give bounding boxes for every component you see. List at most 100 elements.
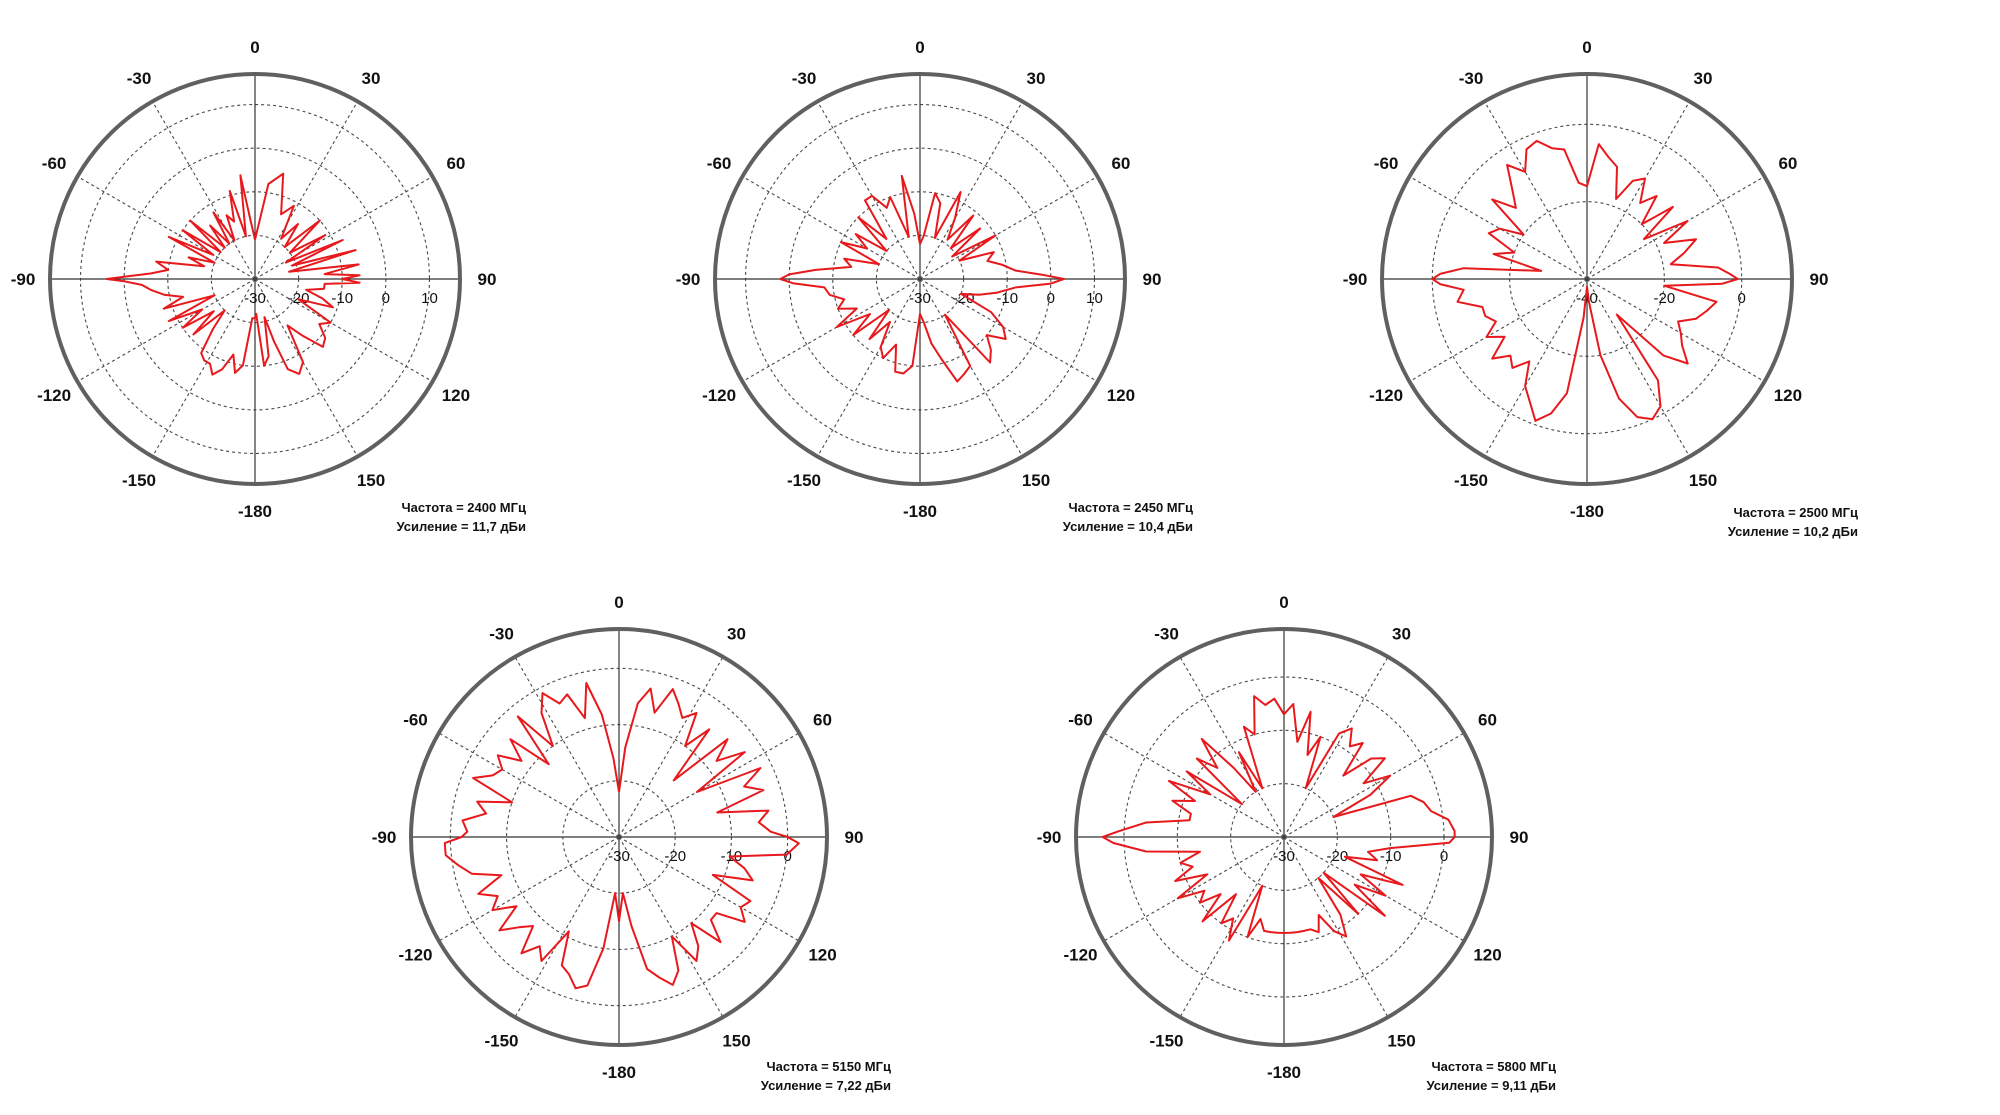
angle-tick-label: 30 (1027, 69, 1046, 88)
angle-tick-label: -150 (1454, 471, 1488, 490)
angle-tick-label: 0 (250, 38, 259, 57)
spoke-line (254, 101, 358, 280)
pattern-trace (1101, 695, 1456, 942)
angle-tick-label: 90 (1510, 828, 1529, 847)
angle-tick-label: 120 (1473, 946, 1501, 965)
angle-tick-label: 30 (1694, 69, 1713, 88)
angle-tick-label: 60 (1478, 711, 1497, 730)
radial-tick-label: -30 (608, 848, 630, 865)
angle-tick-label: 0 (915, 38, 924, 57)
pattern-trace (105, 172, 361, 376)
angle-tick-label: -120 (37, 386, 71, 405)
spoke-line (1283, 836, 1465, 942)
spoke-line (742, 176, 921, 280)
pattern-trace (1431, 139, 1739, 422)
radial-tick-label: 0 (783, 848, 791, 865)
spoke-line (77, 278, 256, 382)
angle-tick-label: -60 (1374, 154, 1399, 173)
gain-caption: Усиление = 11,7 дБи (397, 519, 526, 534)
spoke-line (1283, 732, 1465, 838)
gain-caption: Усиление = 10,4 дБи (1063, 519, 1193, 534)
radial-tick-label: -10 (1380, 848, 1402, 865)
angle-tick-label: 0 (1582, 38, 1591, 57)
angle-tick-label: -90 (372, 828, 397, 847)
angle-tick-label: -180 (602, 1063, 636, 1082)
angle-tick-label: 30 (1392, 624, 1411, 643)
frequency-caption: Частота = 2450 МГц (1068, 500, 1193, 515)
spoke-line (1586, 278, 1765, 382)
angle-tick-label: -180 (238, 502, 272, 521)
angle-tick-label: 120 (1774, 386, 1802, 405)
radial-tick-label: -30 (1273, 848, 1295, 865)
spoke-line (1103, 836, 1285, 942)
spoke-line (1103, 732, 1285, 838)
pattern-trace (779, 174, 1065, 383)
angle-tick-label: -60 (42, 154, 67, 173)
spoke-line (1586, 176, 1765, 280)
angle-tick-label: -120 (398, 946, 432, 965)
gain-caption: Усиление = 7,22 дБи (761, 1078, 891, 1093)
spoke-line (254, 278, 433, 382)
angle-tick-label: 60 (813, 711, 832, 730)
gain-caption: Усиление = 9,11 дБи (1427, 1078, 1556, 1093)
angle-tick-label: -180 (1267, 1063, 1301, 1082)
angle-tick-label: 30 (727, 624, 746, 643)
spoke-line (919, 101, 1023, 280)
angle-tick-label: -120 (1369, 386, 1403, 405)
spoke-line (742, 278, 921, 382)
angle-tick-label: -30 (1154, 624, 1179, 643)
spoke-line (438, 836, 620, 942)
outer-ring (1074, 627, 1494, 1047)
radial-tick-label: -40 (1576, 290, 1598, 307)
radial-tick-label: -10 (996, 290, 1018, 307)
angle-tick-label: -60 (707, 154, 732, 173)
spoke-line (152, 278, 256, 457)
spoke-line (1283, 836, 1389, 1018)
angle-tick-label: 150 (1689, 471, 1717, 490)
radial-tick-label: -10 (331, 290, 353, 307)
angle-tick-label: 120 (442, 386, 470, 405)
outer-ring (409, 627, 829, 1047)
spoke-line (919, 278, 1098, 382)
angle-tick-label: -150 (122, 471, 156, 490)
spoke-line (77, 176, 256, 280)
spoke-line (1484, 278, 1588, 457)
spoke-line (514, 836, 620, 1018)
spoke-line (919, 176, 1098, 280)
spoke-line (1586, 278, 1690, 457)
frequency-caption: Частота = 2500 МГц (1733, 505, 1858, 520)
angle-tick-label: 120 (1107, 386, 1135, 405)
angle-tick-label: -90 (1037, 828, 1062, 847)
pattern-trace (443, 682, 800, 990)
angle-tick-label: -120 (1063, 946, 1097, 965)
angle-tick-label: 0 (1279, 593, 1288, 612)
radial-tick-label: -20 (664, 848, 686, 865)
radial-tick-label: -20 (953, 290, 975, 307)
radial-tick-label: 10 (1086, 290, 1103, 307)
angle-tick-label: 60 (446, 154, 465, 173)
radial-tick-label: -30 (244, 290, 266, 307)
radial-tick-label: 0 (1738, 290, 1746, 307)
angle-tick-label: 90 (1810, 270, 1829, 289)
spoke-line (152, 101, 256, 280)
angle-tick-label: 150 (1387, 1032, 1415, 1051)
angle-tick-label: -90 (11, 270, 36, 289)
spoke-line (254, 176, 433, 280)
spoke-line (618, 656, 724, 838)
spoke-line (618, 836, 724, 1018)
polar-chart-2: 0 30 60 90 120 150 -180 -150 -120 -90 -60 -30 -30 -20… (676, 38, 1193, 534)
spoke-line (1484, 101, 1588, 280)
frequency-caption: Частота = 5150 МГц (766, 1059, 891, 1074)
spoke-line (1179, 656, 1285, 838)
spoke-line (1586, 101, 1690, 280)
radial-tick-label: 0 (1440, 848, 1448, 865)
angle-tick-label: 150 (357, 471, 385, 490)
angle-tick-label: -150 (484, 1032, 518, 1051)
angle-tick-label: -120 (702, 386, 736, 405)
radial-tick-label: -20 (1326, 848, 1348, 865)
angle-tick-label: -180 (1570, 502, 1604, 521)
frequency-caption: Частота = 5800 МГц (1431, 1059, 1556, 1074)
radial-tick-label: 10 (421, 290, 438, 307)
angle-tick-label: 60 (1111, 154, 1130, 173)
spoke-line (817, 278, 921, 457)
